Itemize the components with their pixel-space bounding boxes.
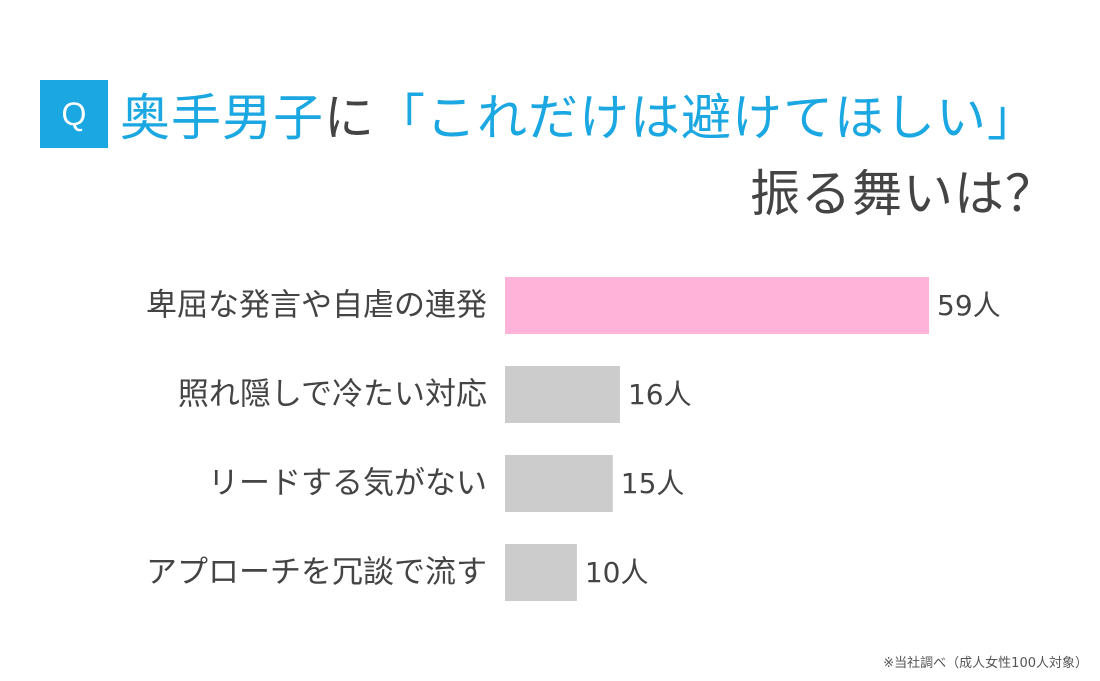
footnote: ※当社調べ（成人女性100人対象） bbox=[883, 656, 1088, 671]
value-label: 59人 bbox=[937, 289, 1001, 322]
bar bbox=[505, 544, 577, 601]
question-badge: Q bbox=[40, 80, 108, 148]
value-label: 10人 bbox=[585, 556, 649, 589]
value-label: 15人 bbox=[621, 467, 685, 500]
category-label: 卑屈な発言や自虐の連発 bbox=[146, 288, 487, 324]
title-segment: に bbox=[324, 89, 375, 147]
bar bbox=[505, 455, 613, 512]
title-segment: 「これだけは避けてほしい」 bbox=[375, 89, 1038, 147]
category-label: リードする気がない bbox=[208, 466, 487, 502]
title-line-2: 振る舞いは？ bbox=[750, 165, 1056, 223]
bar bbox=[505, 366, 620, 423]
category-label: アプローチを冗談で流す bbox=[146, 555, 487, 591]
category-label: 照れ隠しで冷たい対応 bbox=[178, 377, 487, 413]
title-segment: 奥手男子 bbox=[120, 89, 324, 147]
title-line-1: 奥手男子 に 「これだけは避けてほしい」 bbox=[120, 76, 1070, 152]
value-label: 16人 bbox=[628, 378, 692, 411]
bar bbox=[505, 277, 929, 334]
